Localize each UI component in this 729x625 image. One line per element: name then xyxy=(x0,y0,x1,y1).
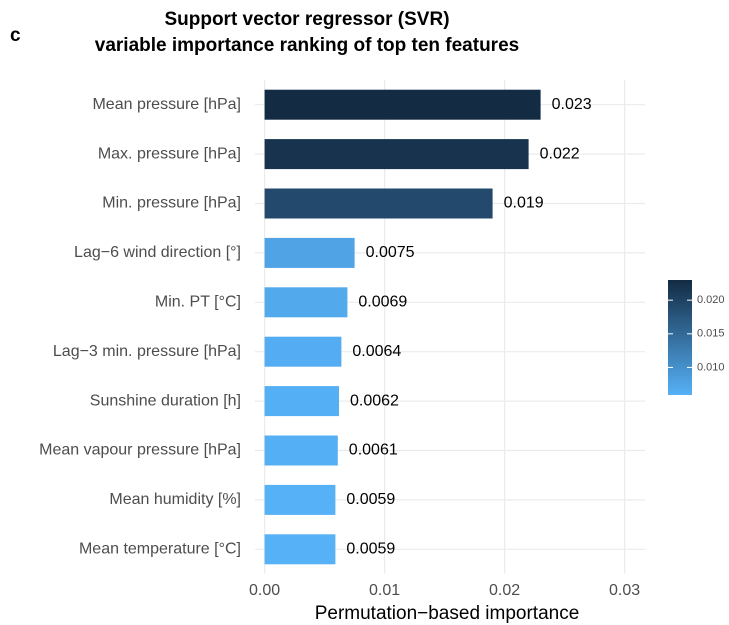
colorbar-label: 0.010 xyxy=(697,361,725,373)
x-tick-label: 0.00 xyxy=(249,582,280,599)
panel-label: c xyxy=(10,25,21,46)
y-tick-label: Min. PT [°C] xyxy=(155,294,241,311)
y-tick-label: Lag−3 min. pressure [hPa] xyxy=(53,343,241,360)
value-label: 0.0075 xyxy=(366,244,415,261)
x-tick-label: 0.03 xyxy=(609,582,640,599)
x-axis-title: Permutation−based importance xyxy=(315,603,580,624)
y-tick-label: Mean temperature [°C] xyxy=(79,541,241,558)
value-label: 0.0062 xyxy=(350,392,399,409)
chart-subtitle: variable importance ranking of top ten f… xyxy=(95,35,519,56)
y-tick-label: Mean vapour pressure [hPa] xyxy=(39,442,241,459)
y-tick-label: Mean pressure [hPa] xyxy=(92,96,241,113)
bar xyxy=(264,336,342,367)
x-tick-label: 0.01 xyxy=(369,582,400,599)
y-tick-label: Min. pressure [hPa] xyxy=(102,195,241,212)
bar xyxy=(264,484,336,515)
value-label: 0.0061 xyxy=(349,442,398,459)
bar xyxy=(264,287,348,318)
x-tick-label: 0.02 xyxy=(489,582,520,599)
chart-title: Support vector regressor (SVR) xyxy=(164,9,449,30)
colorbar-label: 0.015 xyxy=(697,328,725,340)
y-tick-label: Mean humidity [%] xyxy=(109,491,241,508)
value-label: 0.0059 xyxy=(346,491,395,508)
value-label: 0.0069 xyxy=(358,294,407,311)
value-label: 0.023 xyxy=(552,96,592,113)
bar xyxy=(264,386,339,417)
value-label: 0.0059 xyxy=(346,541,395,558)
bar xyxy=(264,237,355,268)
bar xyxy=(264,188,493,219)
bar xyxy=(264,139,529,170)
value-label: 0.022 xyxy=(540,145,580,162)
y-tick-label: Max. pressure [hPa] xyxy=(98,145,241,162)
colorbar-label: 0.020 xyxy=(697,294,725,306)
value-label: 0.0064 xyxy=(352,343,401,360)
colorbar xyxy=(668,280,692,395)
y-tick-label: Sunshine duration [h] xyxy=(90,392,241,409)
bar xyxy=(264,435,338,466)
value-label: 0.019 xyxy=(504,195,544,212)
bar xyxy=(264,534,336,565)
bar xyxy=(264,89,541,120)
y-tick-label: Lag−6 wind direction [°] xyxy=(74,244,241,261)
